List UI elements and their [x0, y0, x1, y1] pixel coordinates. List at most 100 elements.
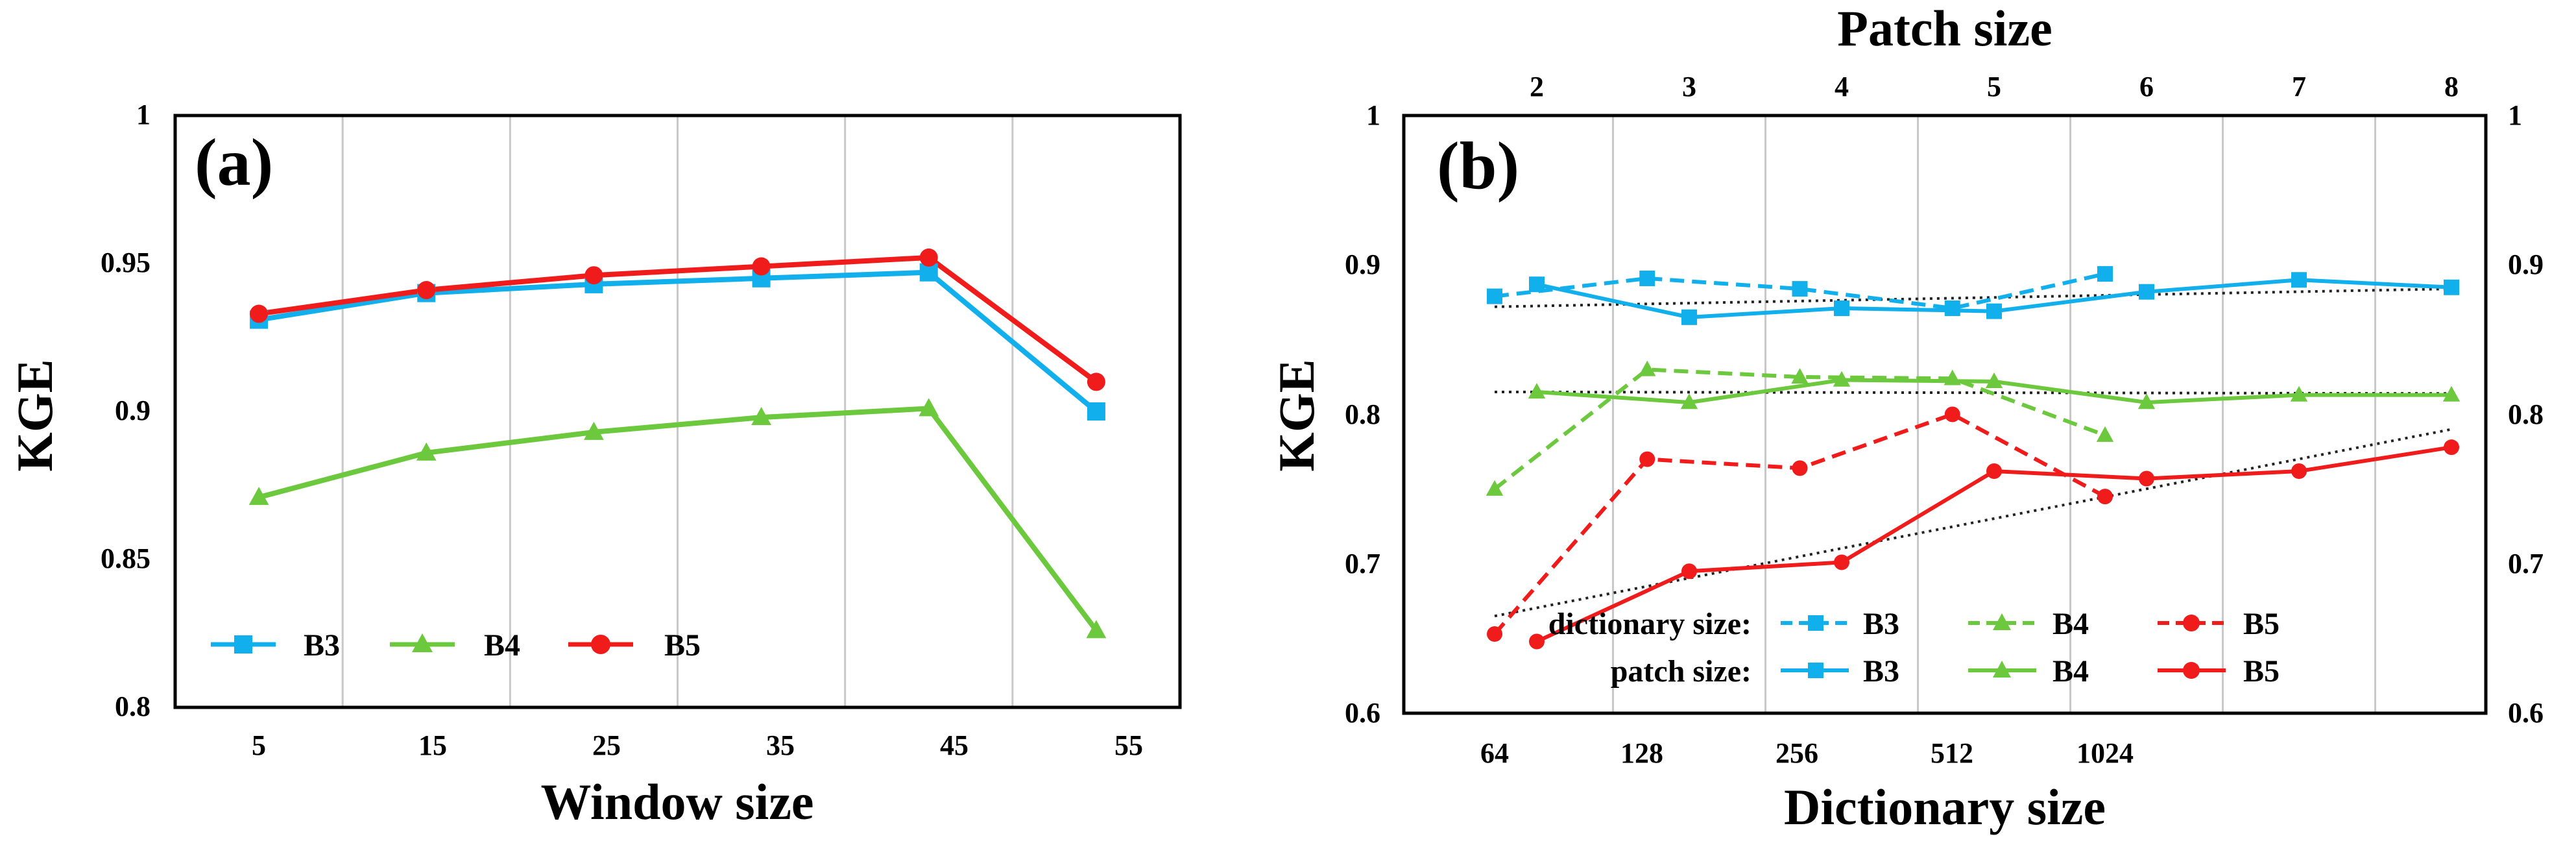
legend-a-b4-marker	[412, 633, 433, 652]
panel-b-plot-frame	[1402, 114, 2488, 715]
panel-a-point-b3-55	[1087, 402, 1105, 421]
legend-b-patch-b3-marker	[1808, 663, 1824, 678]
panel-b-patch-point-b3-5	[1986, 303, 2002, 319]
panel-a-ytick-0.95: 0.95	[101, 247, 150, 278]
legend-a-b3-marker	[234, 635, 252, 654]
panel-b-patch-point-b5-6	[2139, 470, 2154, 487]
panel-b-bottom-tick-128: 128	[1620, 737, 1663, 769]
panel-b-top-tick-7: 7	[2292, 71, 2306, 103]
panel-b-ytick-right-0.8: 0.8	[2508, 398, 2544, 430]
panel-b-top-tick-8: 8	[2444, 71, 2459, 103]
panel-b: (b) Patch size 2 3 4 5 6 7 8 0.6 0.7 0.8…	[1268, 0, 2544, 835]
panel-b-legend: dictionary size: patch size: B3 B4 B5 B3…	[1548, 607, 2280, 689]
panel-a-xtick-45: 45	[940, 729, 969, 761]
panel-b-bottom-tick-256: 256	[1776, 737, 1818, 769]
panel-b-patch-point-b5-4	[1834, 554, 1849, 570]
panel-a-line-b3	[258, 269, 1098, 414]
panel-b-patch-point-b4-6	[2137, 393, 2156, 409]
panel-b-top-tick-2: 2	[1530, 71, 1544, 103]
panel-b-ytick-left-0.6: 0.6	[1345, 697, 1380, 729]
panel-a-y-axis-title: KGE	[6, 359, 63, 471]
panel-b-gridlines	[1612, 116, 2376, 713]
panel-a-point-b4-45	[919, 398, 939, 417]
legend-b-patch-b4-label: B4	[2052, 654, 2089, 689]
panel-b-dict-point-b3-128	[1639, 270, 1655, 286]
legend-b-row-patch-label: patch size:	[1611, 654, 1751, 689]
panel-b-bottom-tick-64: 64	[1480, 737, 1509, 769]
panel-b-trendline-b3	[1494, 287, 2452, 308]
legend-b-patch-b4-marker	[1993, 661, 2011, 678]
panel-a-point-b5-55	[1087, 373, 1105, 391]
panel-a-ytick-0.9: 0.9	[115, 395, 150, 426]
panel-a-point-b4-5	[248, 487, 269, 506]
panel-a-plot-frame	[173, 114, 1182, 709]
panel-b-dict-point-b3-512	[1944, 300, 1960, 317]
panel-b-ytick-right-1: 1	[2508, 99, 2522, 131]
panel-b-label: (b)	[1437, 128, 1519, 203]
panel-b-dict-point-b3-64	[1487, 288, 1502, 304]
panel-a-point-b5-25	[584, 266, 603, 285]
panel-b-ytick-right-0.9: 0.9	[2508, 249, 2544, 280]
panel-b-dict-line-b4	[1493, 367, 2106, 491]
panel-a-label: (a)	[195, 125, 273, 200]
panel-b-patch-point-b4-8	[2442, 385, 2461, 402]
panel-b-bottom-tick-512: 512	[1931, 737, 1973, 769]
panel-a-ytick-0.85: 0.85	[101, 543, 150, 574]
panel-a-line-b4	[258, 406, 1099, 632]
panel-a-point-b4-25	[584, 421, 604, 440]
panel-b-dict-point-b4-512	[1944, 369, 1961, 385]
panel-b-y-axis-title: KGE	[1268, 359, 1325, 471]
panel-a-ytick-0.8: 0.8	[115, 690, 150, 722]
legend-b-dict-b4-marker	[1993, 613, 2011, 630]
legend-b-dict-b3-label: B3	[1863, 607, 1899, 641]
legend-a-b5-label: B5	[664, 628, 701, 663]
panel-b-ytick-right-0.6: 0.6	[2508, 697, 2544, 729]
panel-b-top-axis-title: Patch size	[1837, 0, 2052, 56]
panel-b-ytick-left-0.8: 0.8	[1345, 398, 1380, 430]
panel-a-ytick-1: 1	[136, 99, 150, 130]
legend-a-b3-label: B3	[304, 628, 340, 663]
panel-b-dict-line-b3	[1494, 272, 2106, 311]
panel-b-patch-point-b3-3	[1681, 309, 1697, 325]
legend-b-dict-b5-marker	[2183, 615, 2200, 631]
panel-a-point-b5-15	[417, 281, 436, 300]
panel-a-xtick-15: 15	[418, 729, 447, 761]
panel-b-dict-point-b4-128	[1639, 360, 1656, 376]
panel-a-point-b4-15	[416, 442, 437, 461]
panel-b-patch-point-b4-2	[1528, 383, 1546, 399]
panel-b-patch-point-b5-5	[1986, 463, 2002, 479]
panel-b-dict-point-b4-256	[1791, 368, 1809, 384]
panel-a-point-b5-45	[919, 248, 938, 267]
legend-b-patch-b3-label: B3	[1863, 654, 1899, 689]
panel-b-patch-point-b5-2	[1529, 633, 1545, 650]
panel-a-point-b4-35	[751, 407, 771, 426]
panel-b-top-tick-3: 3	[1682, 71, 1696, 103]
panel-b-dict-line-b5	[1493, 412, 2106, 635]
panel-b-trendline-b4	[1494, 390, 2452, 395]
panel-b-bottom-tick-1024: 1024	[2076, 737, 2134, 769]
panel-a-series-lines	[258, 254, 1099, 632]
panel-b-ytick-left-0.7: 0.7	[1345, 548, 1380, 580]
panel-b-dict-point-b4-1024	[2096, 426, 2114, 442]
panel-b-top-tick-6: 6	[2139, 71, 2154, 103]
panel-a-point-b5-5	[250, 304, 269, 323]
panel-b-x-axis-title: Dictionary size	[1784, 779, 2106, 835]
panel-b-patch-point-b4-7	[2290, 385, 2308, 402]
panel-b-dict-point-b5-512	[1944, 406, 1960, 422]
panel-b-ytick-left-0.9: 0.9	[1345, 249, 1380, 280]
panel-b-top-tick-5: 5	[1987, 71, 2001, 103]
panel-b-ytick-left-1: 1	[1366, 99, 1380, 131]
panel-a-point-b4-55	[1086, 620, 1107, 639]
legend-a-b5-marker	[591, 635, 610, 654]
panel-a-xtick-5: 5	[252, 729, 266, 761]
panel-a-xtick-35: 35	[766, 729, 795, 761]
panel-b-trendlines	[1494, 287, 2452, 618]
panel-b-dict-point-b3-1024	[2097, 266, 2113, 282]
panel-b-patch-point-b3-2	[1529, 276, 1545, 293]
panel-a-x-axis-title: Window size	[540, 774, 813, 830]
panel-a-xtick-25: 25	[592, 729, 621, 761]
panel-b-patch-point-b3-4	[1834, 300, 1849, 317]
panel-b-markers	[1486, 266, 2461, 650]
panel-b-trendline-b5	[1494, 428, 2452, 618]
